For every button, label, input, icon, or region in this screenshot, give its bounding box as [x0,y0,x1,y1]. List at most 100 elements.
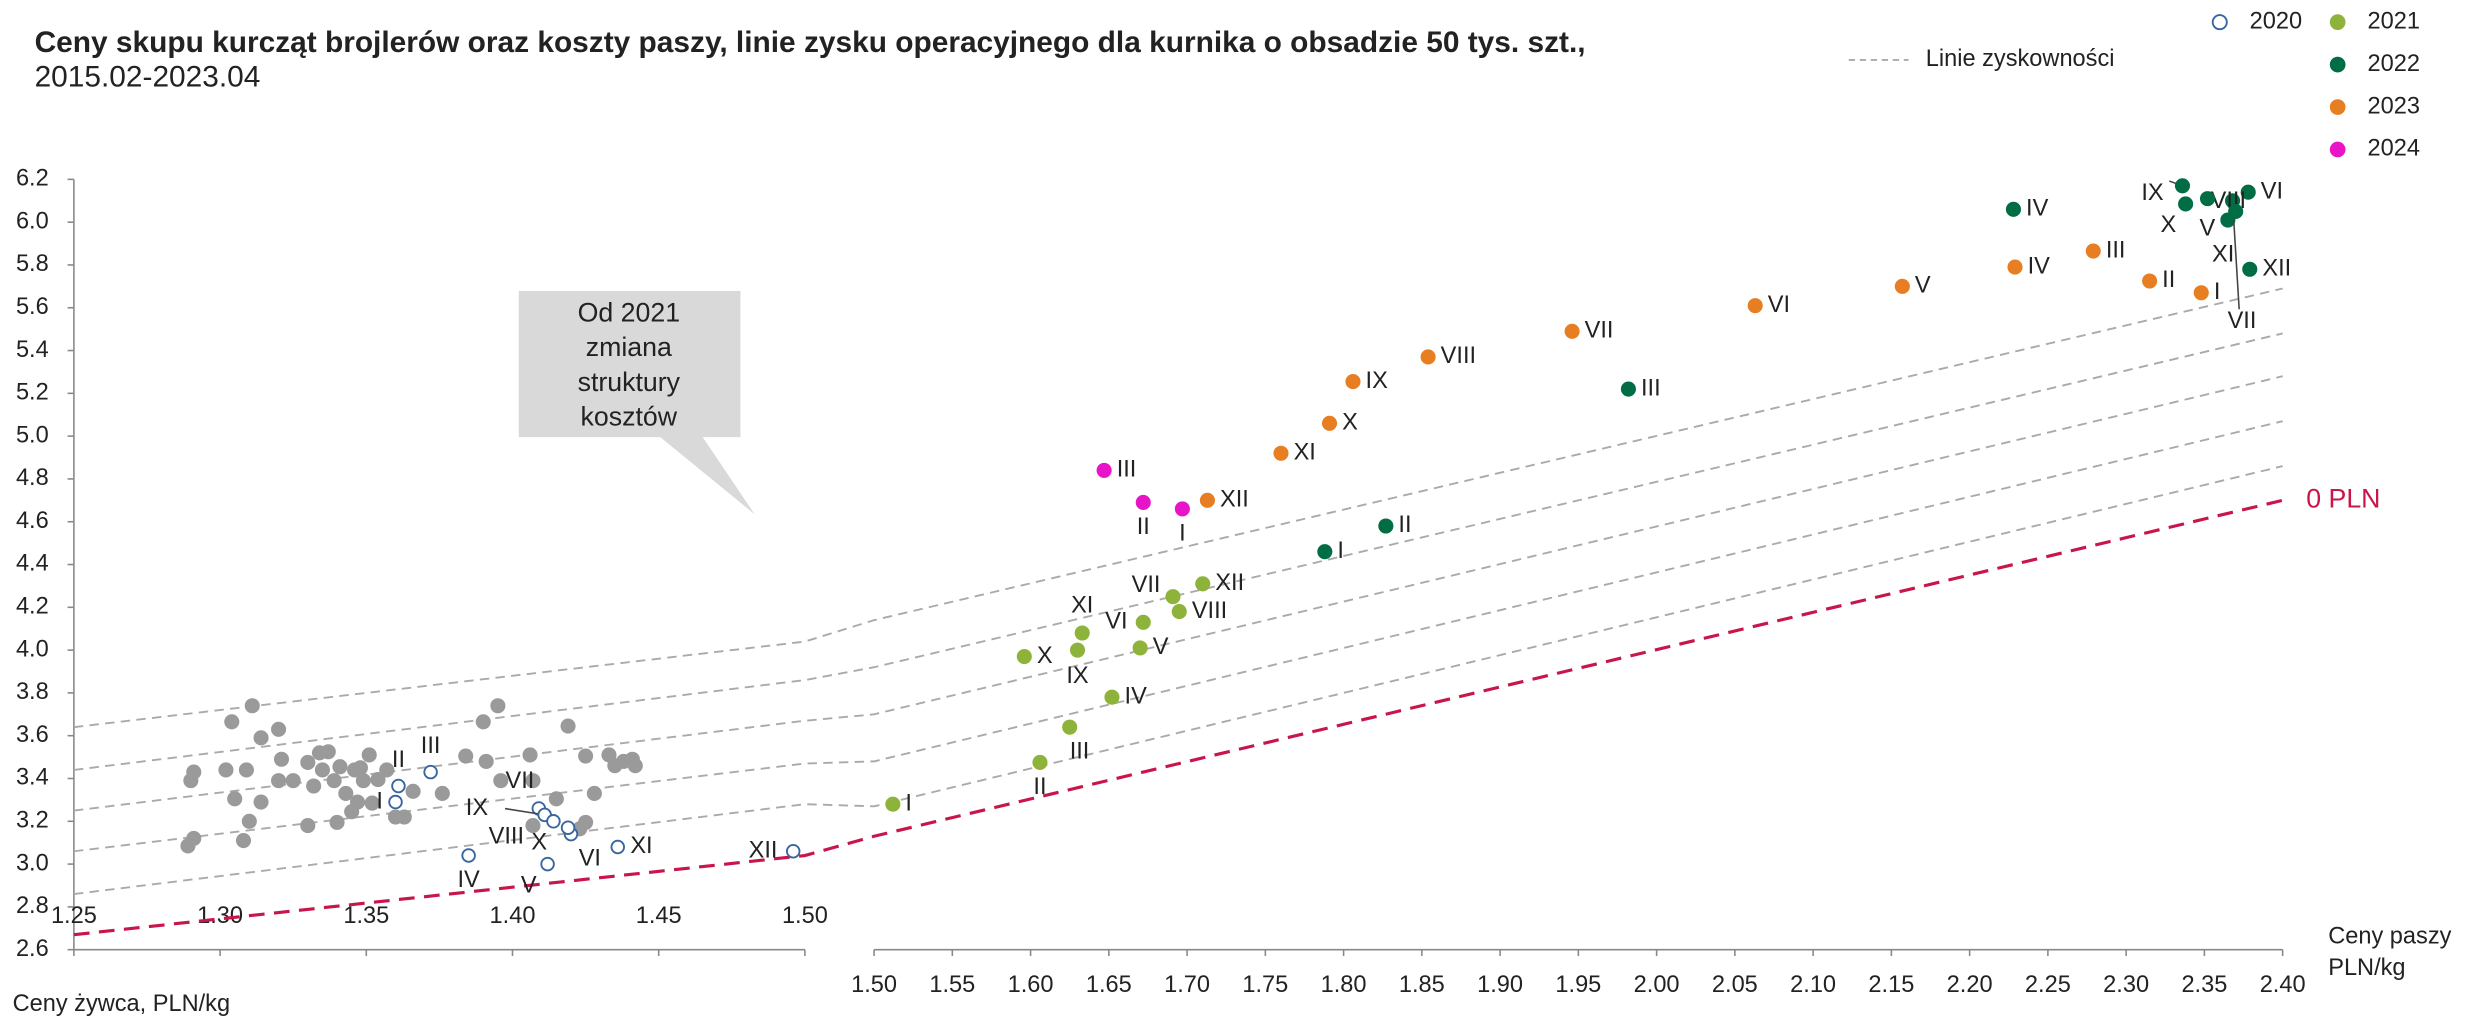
point [370,772,386,788]
point [1104,689,1120,705]
x-tick-label: 2.30 [2103,971,2149,997]
point [578,748,594,764]
point [1069,642,1086,658]
legend-marker [2329,141,2346,158]
point-label: IV [457,866,480,892]
x-tick-label: 1.70 [1164,971,1210,997]
y-tick-label: 4.4 [16,550,49,576]
point [1016,648,1032,665]
point-label: XI [1294,438,1316,464]
y-tick-label: 2.6 [16,935,49,961]
point-label: III [421,732,441,758]
point-label: XII [1220,486,1249,512]
legend-label: Linie zyskowności [1926,45,2115,71]
y-tick-label: 3.0 [16,849,49,875]
point-label: XI [1071,592,1093,618]
point-label: IX [1066,662,1089,688]
point-label: VIII [1441,342,1476,368]
x-tick-label: 2.35 [2181,971,2227,997]
point [461,848,476,863]
point [1062,719,1078,735]
legend-marker [2211,14,2228,31]
legend-label: 2023 [2368,92,2420,118]
x-tick-label: 2.40 [2260,971,2306,997]
zero-line [73,498,2284,937]
point [300,818,316,834]
point [1317,544,1333,560]
y-tick-label: 4.0 [16,635,49,661]
point [434,785,450,802]
point-label: IX [466,794,489,820]
profit-line [73,375,2283,812]
point [475,714,491,730]
point-label: VI [1105,608,1127,634]
y-tick-label: 5.4 [16,336,49,362]
x-tick-label: 1.85 [1399,971,1445,997]
y-tick-label: 6.2 [16,165,49,191]
point [885,796,901,812]
point [540,856,555,872]
point [314,762,330,778]
point-label: III [1070,738,1090,764]
point [1420,349,1436,365]
point [2178,196,2194,212]
y-tick-label: 4.2 [16,593,49,619]
point [627,758,643,774]
y-tick-label: 3.6 [16,721,49,747]
callout [518,290,755,515]
point [1321,415,1338,431]
legend-label: 2020 [2250,7,2302,33]
callout-box [518,290,755,515]
x-tick-label: 1.50 [851,971,897,997]
point [560,718,576,734]
chart-subtitle: 2015.02-2023.04 [35,61,261,94]
x-tick-label: 1.90 [1477,971,1523,997]
y-tick-label: 4.8 [16,464,49,490]
point [1132,640,1148,656]
x-tick-label: 1.60 [1008,971,1054,997]
point [273,751,290,767]
legend-marker [2329,14,2346,31]
point [186,764,202,780]
profit-line [73,420,2283,853]
y-tick-label: 5.2 [16,379,49,405]
point [379,762,395,778]
profit-line [73,287,2283,729]
x-axis-title: PLN/kg [2328,954,2405,980]
callout-text: Od 2021 [578,298,681,328]
point-label: I [376,787,383,813]
point [423,764,438,780]
point [332,759,348,775]
point [2240,184,2256,200]
point [338,785,354,802]
point [306,778,322,794]
point [235,833,252,849]
callout-text: kosztów [581,401,678,431]
point [1032,754,1048,770]
point-label: VII [2228,307,2257,333]
point-label: III [1641,374,1661,400]
point-label: XI [2212,241,2234,267]
x-tick-label: 1.30 [197,902,243,928]
point [300,754,316,770]
point [1074,625,1090,641]
point [227,791,243,807]
point [326,773,342,789]
point [560,820,576,835]
point [1195,576,1211,592]
point [1171,604,1187,620]
point-label: VII [1585,317,1614,343]
point [1273,445,1289,461]
point [329,814,345,830]
point [344,804,360,820]
x-tick-label: 2.20 [1947,971,1993,997]
point-label: X [1037,642,1053,668]
point [2199,191,2216,207]
point-label: II [1137,513,1150,539]
x-tick-label: 2.25 [2025,971,2071,997]
chart-title: Ceny skupu kurcząt brojlerów oraz koszty… [35,26,1586,59]
x-tick-label: 2.15 [1868,971,1914,997]
point [2228,203,2244,220]
point [1747,298,1763,314]
